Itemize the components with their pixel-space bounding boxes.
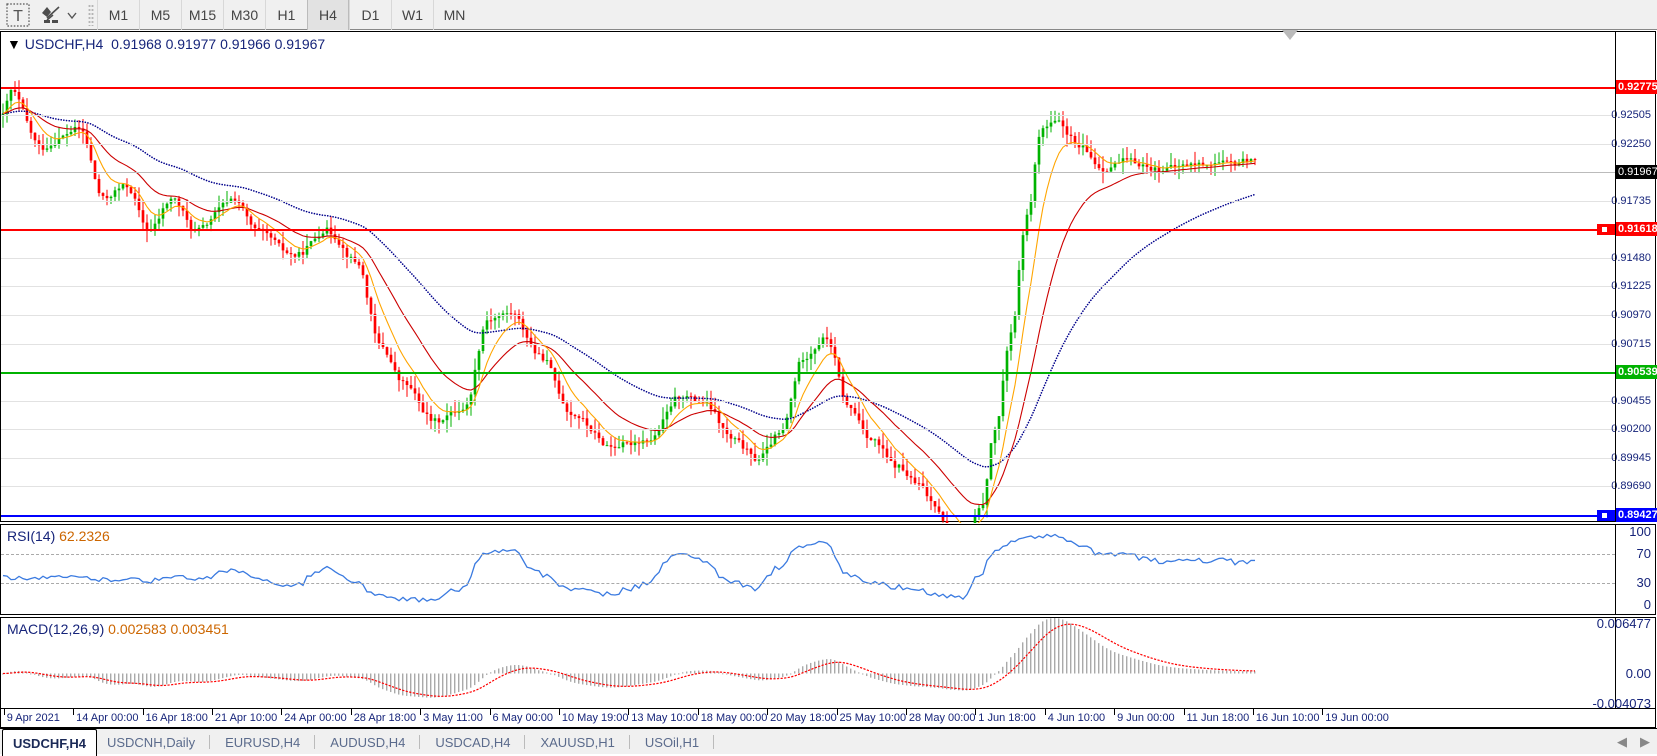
svg-text:T: T (13, 8, 23, 25)
